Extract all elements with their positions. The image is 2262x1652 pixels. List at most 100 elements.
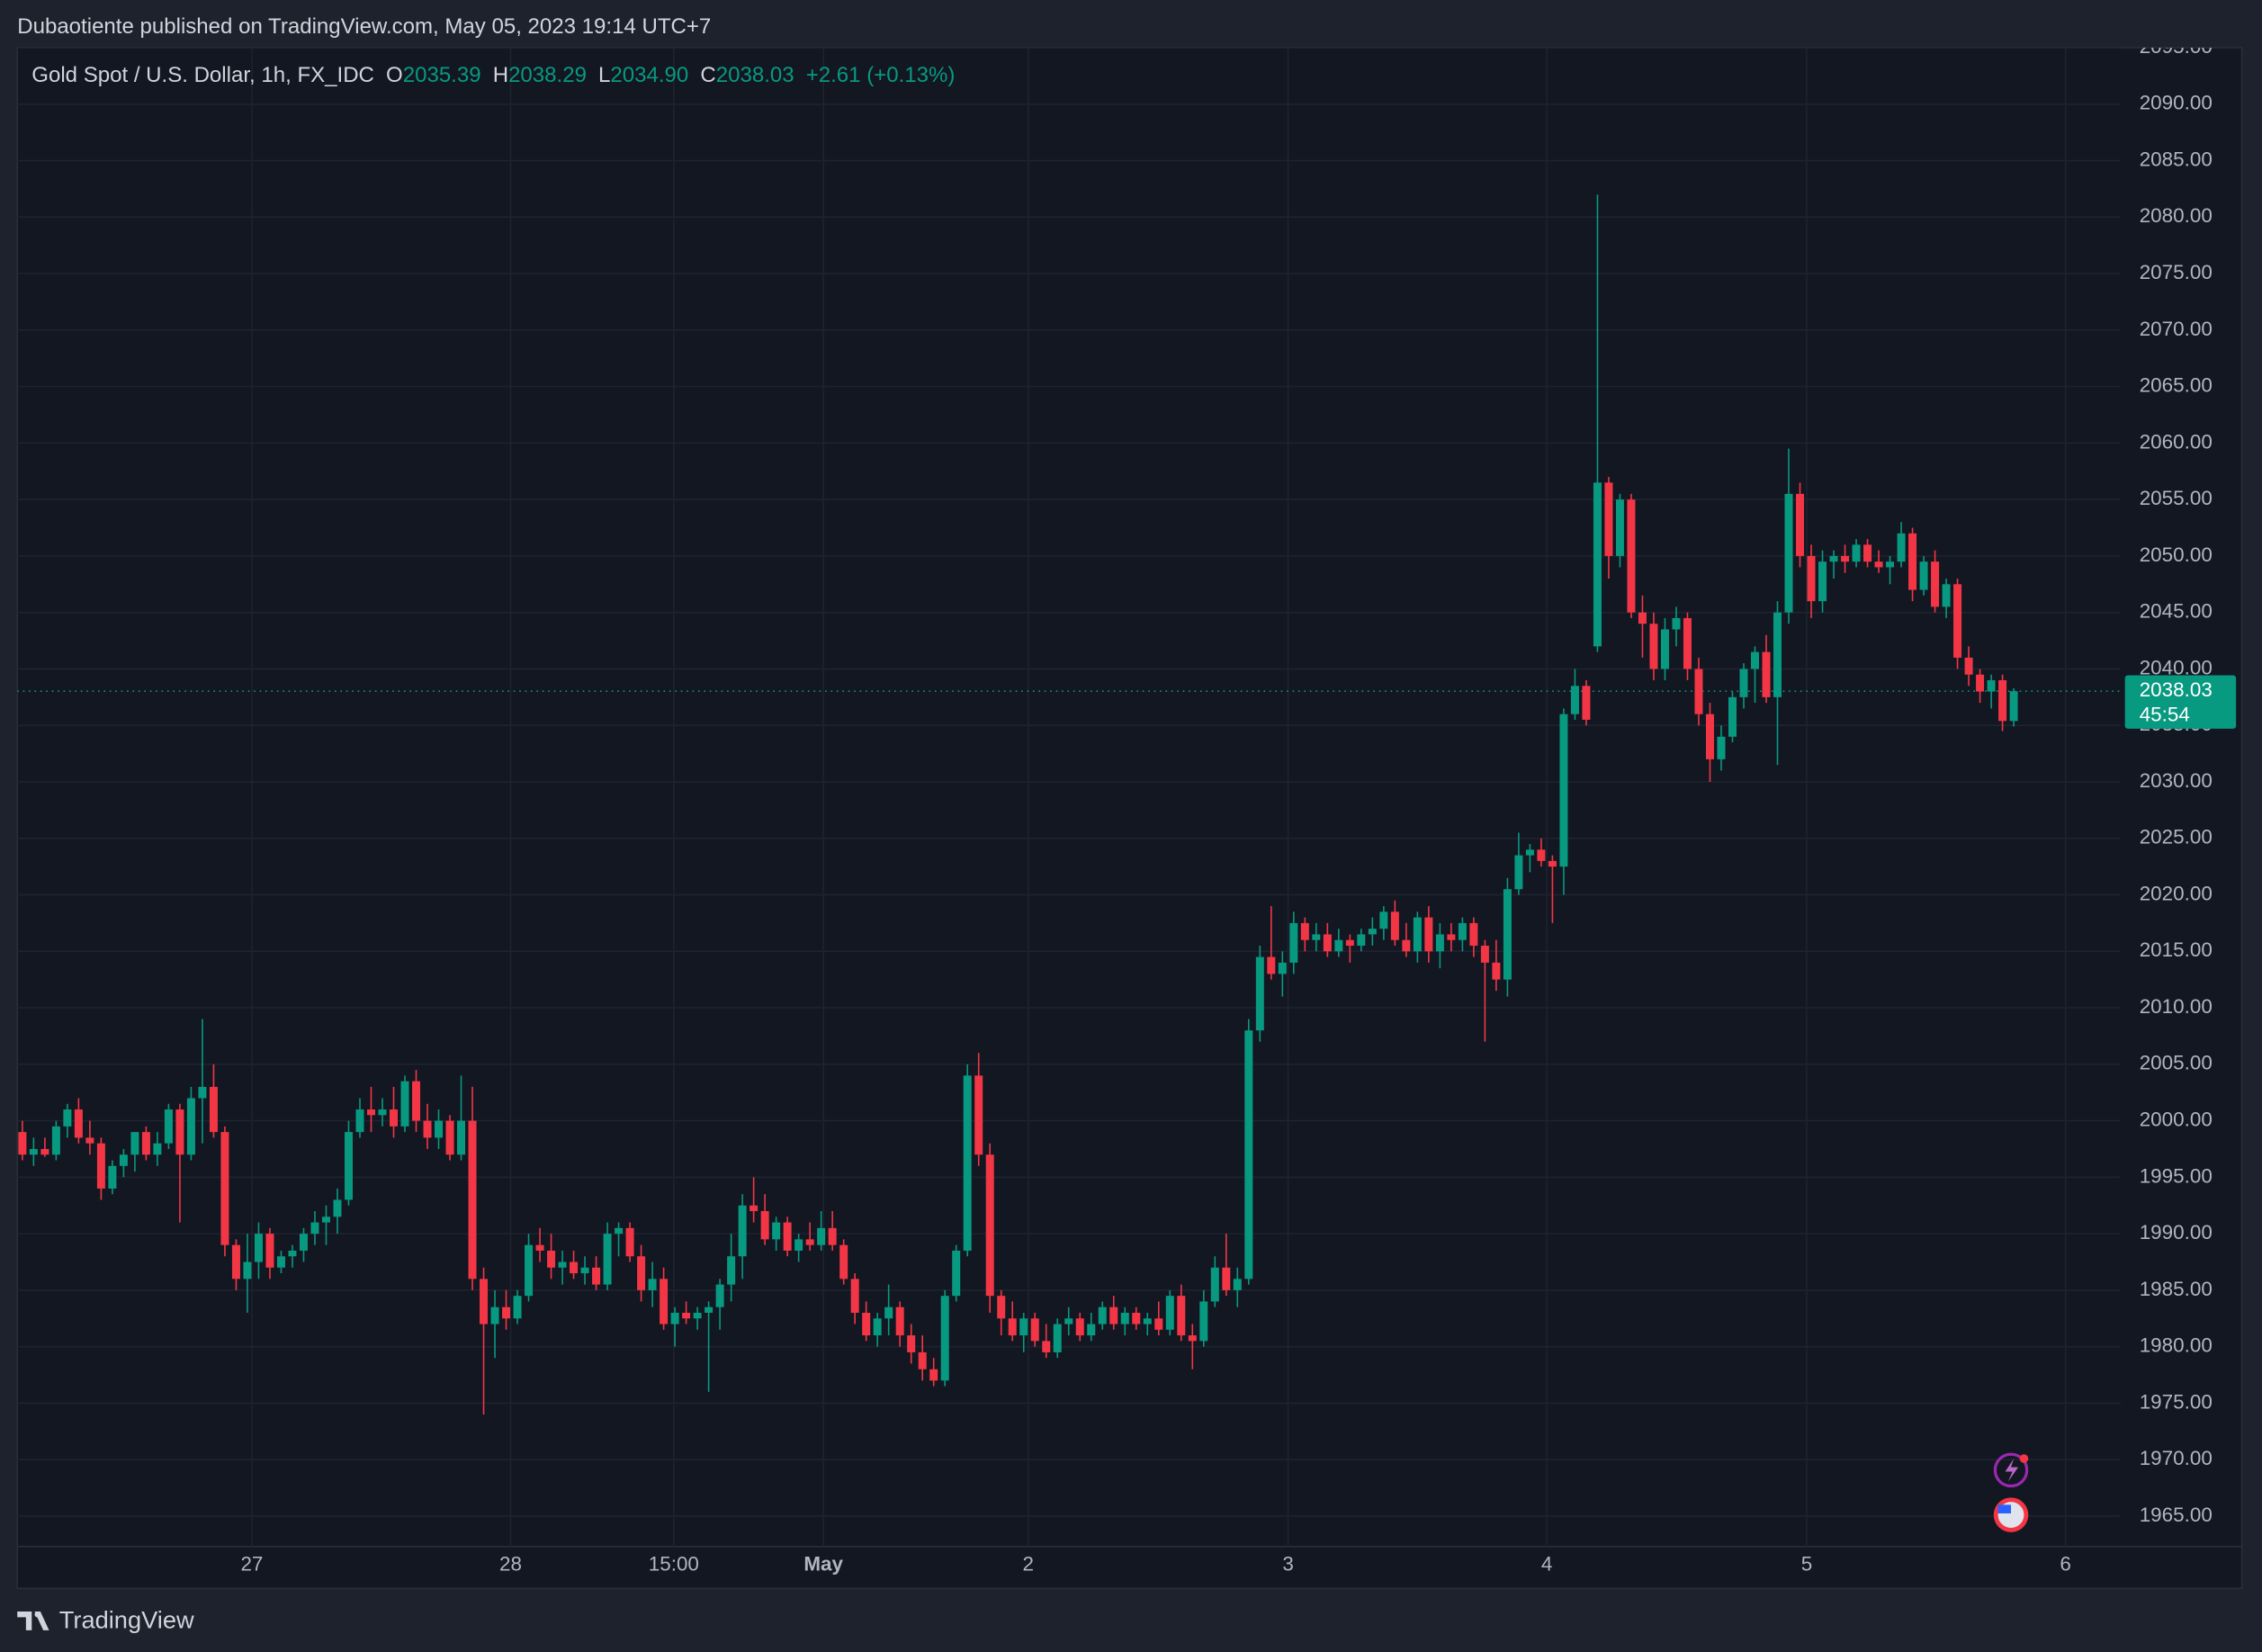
legend-value: 2038.03: [716, 63, 794, 87]
candle-body: [1267, 956, 1276, 974]
candle-body: [1841, 555, 1850, 562]
candle-body: [276, 1256, 285, 1268]
candle-body: [1627, 499, 1636, 613]
candle-body: [1402, 939, 1411, 952]
candle-body: [243, 1261, 252, 1279]
candle-body: [1773, 612, 1782, 697]
candle-body: [1188, 1335, 1197, 1342]
candle-body: [1964, 657, 1973, 675]
candle-body: [918, 1351, 927, 1369]
candle-body: [1098, 1306, 1107, 1324]
candle-body: [1739, 669, 1748, 697]
y-axis: 1965.00 1970.00 1975.00 1980.00 1985.00 1990.…: [2140, 35, 2213, 1526]
x-tick-label: 2: [1022, 1553, 1033, 1576]
candle-body: [310, 1222, 319, 1235]
candle-body: [805, 1239, 814, 1245]
legend-key: L: [598, 63, 610, 87]
y-tick-label: 1965.00: [2140, 1504, 2213, 1526]
legend-value: 2038.29: [508, 63, 587, 87]
candle-body: [1514, 855, 1523, 890]
candle-body: [794, 1239, 803, 1251]
legend-key: C: [700, 63, 715, 87]
candle-body: [1728, 696, 1737, 737]
candle-body: [321, 1217, 330, 1223]
candle-body: [1796, 493, 1805, 556]
candle-body: [1593, 482, 1602, 647]
legend-value: 2034.90: [610, 63, 688, 87]
candle-body: [615, 1227, 624, 1235]
candle-body: [1177, 1296, 1186, 1336]
candle-body: [1908, 533, 1917, 590]
candle-body: [660, 1279, 669, 1324]
candle-body: [952, 1250, 961, 1297]
candle-body: [96, 1143, 105, 1189]
candle-body: [772, 1222, 781, 1240]
candle-body: [1132, 1312, 1141, 1324]
y-tick-label: 1995.00: [2140, 1164, 2213, 1187]
candle-body: [1075, 1318, 1084, 1336]
y-tick-label: 2095.00: [2140, 35, 2213, 58]
candle-body: [760, 1211, 769, 1240]
candle-body: [997, 1296, 1006, 1319]
candle-body: [108, 1165, 117, 1189]
candle-body: [1064, 1318, 1073, 1324]
candle-body: [1863, 544, 1872, 562]
candle-body: [1750, 651, 1759, 669]
candle-body: [1312, 934, 1321, 940]
candle-body: [1503, 889, 1512, 980]
chart-panel: [16, 47, 2243, 1590]
candle-body: [265, 1234, 274, 1268]
candle-body: [1998, 680, 2007, 722]
candle-body: [480, 1279, 489, 1324]
candle-body: [254, 1234, 263, 1262]
candle-body: [1762, 651, 1771, 697]
y-tick-label: 2080.00: [2140, 204, 2213, 227]
candle-body: [750, 1205, 758, 1212]
candle-body: [1807, 555, 1816, 602]
y-tick-label: 2085.00: [2140, 148, 2213, 170]
candle-body: [1435, 934, 1444, 952]
legend-value: 2035.39: [403, 63, 481, 87]
candle-body: [1874, 561, 1883, 568]
candle-body: [1087, 1324, 1096, 1336]
candle-body: [198, 1086, 207, 1099]
y-tick-label: 1990.00: [2140, 1221, 2213, 1243]
candle-body: [51, 1126, 60, 1155]
candle-body: [1537, 849, 1546, 861]
candle-body: [1368, 929, 1377, 935]
candle-body: [1210, 1267, 1219, 1302]
candle-body: [412, 1081, 421, 1121]
y-tick-label: 2065.00: [2140, 374, 2213, 397]
x-tick-label: 6: [2060, 1553, 2070, 1576]
candle-body: [727, 1256, 736, 1285]
y-tick-label: 2050.00: [2140, 543, 2213, 566]
brand: TradingView: [17, 1605, 194, 1633]
candle-body: [929, 1369, 938, 1381]
y-tick-label: 2005.00: [2140, 1052, 2213, 1074]
candle-body: [1278, 962, 1287, 974]
countdown-label: 45:54: [2140, 703, 2190, 725]
candle-body: [1784, 493, 1793, 613]
legend-key: H: [493, 63, 508, 87]
event-dot: [2019, 1454, 2029, 1463]
flag-icon-canton: [1997, 1504, 2012, 1513]
event-icon[interactable]: [1993, 1452, 2029, 1488]
candle-body: [738, 1205, 747, 1257]
candle-body: [1705, 714, 1714, 759]
y-tick-label: 2090.00: [2140, 92, 2213, 114]
candle-body: [907, 1335, 916, 1352]
candle-body: [1154, 1318, 1163, 1330]
candle-body: [850, 1279, 859, 1313]
candle-body: [1829, 555, 1838, 562]
candle-body: [963, 1075, 972, 1251]
symbol-title: Gold Spot / U.S. Dollar, 1h, FX_IDC: [31, 63, 374, 87]
candle-body: [423, 1120, 432, 1138]
candle-body: [670, 1312, 679, 1324]
candle-body: [705, 1306, 714, 1313]
candle-body: [1030, 1318, 1039, 1342]
legend-key: O: [386, 63, 403, 87]
candle-body: [1413, 917, 1422, 952]
candle-body: [1469, 922, 1478, 947]
event-icons: [1993, 1452, 2029, 1532]
